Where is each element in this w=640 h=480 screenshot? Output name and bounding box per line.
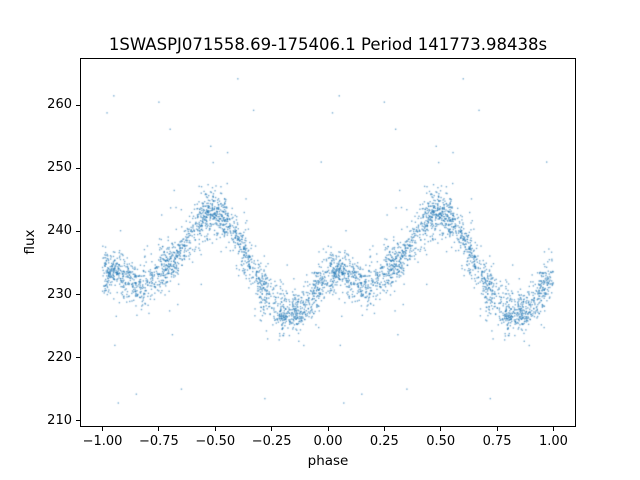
x-axis-label: phase: [307, 453, 349, 469]
chart-title: 1SWASPJ071558.69-175406.1 Period 141773.…: [108, 35, 548, 54]
x-tick-mark: [552, 427, 554, 431]
y-tick-mark: [76, 420, 80, 422]
scatter-canvas: [80, 58, 576, 427]
y-tick-mark: [76, 104, 80, 106]
x-tick-mark: [102, 427, 104, 431]
y-tick-mark: [76, 357, 80, 359]
x-tick-label: −1.00: [82, 434, 123, 449]
y-tick-label: 220: [47, 349, 72, 365]
x-tick-label: −0.50: [195, 434, 236, 449]
y-tick-mark: [76, 167, 80, 169]
y-tick-mark: [76, 230, 80, 232]
x-tick-mark: [440, 427, 442, 431]
x-tick-label: 1.00: [538, 434, 568, 449]
x-tick-mark: [383, 427, 385, 431]
x-tick-label: 0.25: [369, 434, 399, 449]
x-tick-label: 0.75: [482, 434, 512, 449]
x-tick-label: 0.00: [313, 434, 343, 449]
x-tick-mark: [158, 427, 160, 431]
x-tick-label: 0.50: [426, 434, 456, 449]
y-tick-label: 250: [47, 160, 72, 176]
x-tick-mark: [327, 427, 329, 431]
y-tick-label: 240: [47, 223, 72, 239]
y-tick-label: 230: [47, 286, 72, 302]
x-tick-label: −0.75: [138, 434, 179, 449]
x-tick-mark: [496, 427, 498, 431]
y-tick-label: 210: [47, 412, 72, 428]
x-tick-label: −0.25: [251, 434, 292, 449]
x-tick-mark: [271, 427, 273, 431]
y-tick-mark: [76, 294, 80, 296]
x-tick-mark: [214, 427, 216, 431]
y-tick-label: 260: [47, 97, 72, 113]
